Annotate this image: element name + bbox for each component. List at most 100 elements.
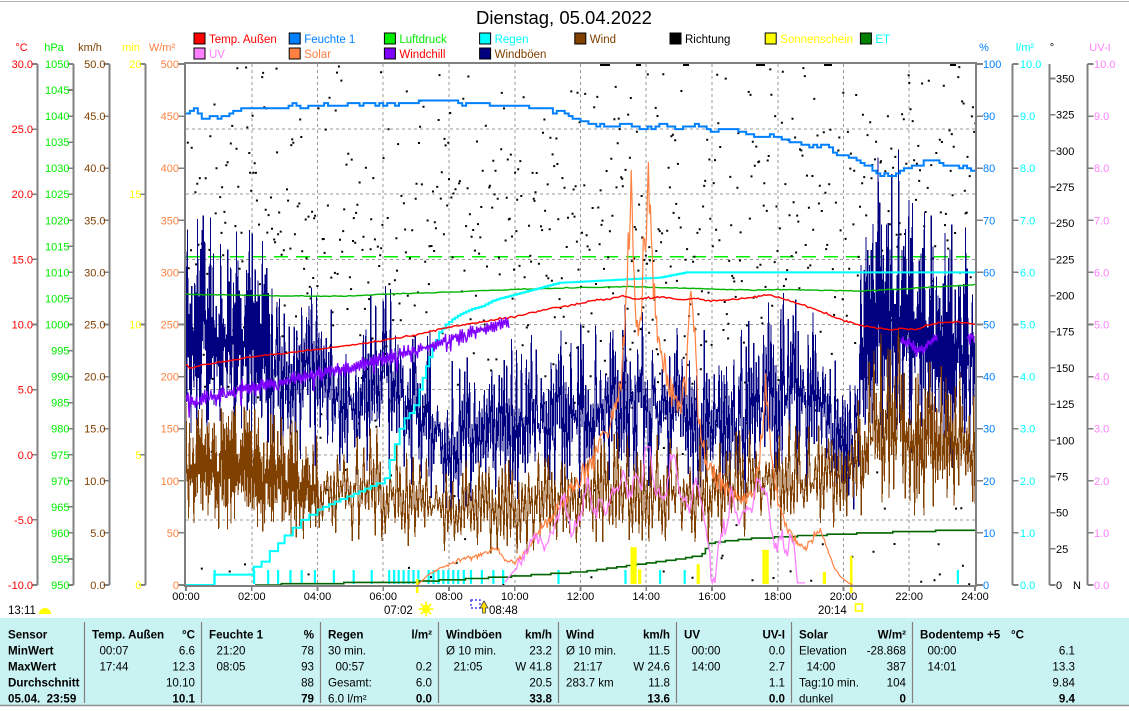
svg-text:Dienstag, 05.04.2022: Dienstag, 05.04.2022 — [476, 7, 652, 28]
svg-text:Solar: Solar — [304, 49, 331, 61]
svg-text:79: 79 — [301, 693, 314, 706]
svg-text:30.0: 30.0 — [12, 59, 33, 71]
svg-text:300: 300 — [161, 267, 179, 279]
svg-text:13.6: 13.6 — [647, 693, 670, 706]
svg-text:1000: 1000 — [45, 320, 69, 332]
svg-text:20: 20 — [983, 476, 995, 488]
svg-text:Elevation: Elevation — [799, 645, 847, 658]
svg-text:985: 985 — [51, 398, 69, 410]
svg-text:km/h: km/h — [525, 629, 552, 642]
svg-text:0.0: 0.0 — [769, 645, 785, 658]
svg-text:min: min — [122, 42, 140, 54]
svg-text:Ø 10 min.: Ø 10 min. — [566, 645, 616, 658]
svg-text:0: 0 — [135, 580, 141, 592]
svg-text:N: N — [1073, 580, 1081, 592]
svg-text:10.0: 10.0 — [1094, 59, 1115, 71]
svg-text:02:00: 02:00 — [238, 591, 266, 603]
svg-text:100: 100 — [161, 476, 179, 488]
svg-text:450: 450 — [161, 111, 179, 123]
svg-text:l/m²: l/m² — [411, 629, 432, 642]
svg-text:17:44: 17:44 — [99, 661, 129, 674]
svg-text:10.0: 10.0 — [1020, 59, 1041, 71]
svg-text:Bodentemp +5: Bodentemp +5 — [920, 629, 1001, 642]
svg-text:10.10: 10.10 — [166, 677, 195, 690]
svg-text:5: 5 — [135, 450, 141, 462]
svg-text:15: 15 — [129, 189, 141, 201]
svg-text:UV: UV — [684, 629, 700, 642]
svg-text:3.0: 3.0 — [1020, 424, 1035, 436]
svg-text:5.0: 5.0 — [1020, 320, 1035, 332]
svg-text:km/h: km/h — [643, 629, 670, 642]
svg-text:Windchill: Windchill — [399, 49, 445, 61]
svg-text:1020: 1020 — [45, 215, 69, 227]
svg-text:955: 955 — [51, 554, 69, 566]
svg-text:0.0: 0.0 — [18, 450, 33, 462]
svg-text:2.0: 2.0 — [1020, 476, 1035, 488]
svg-text:10: 10 — [129, 320, 141, 332]
svg-text:13:11: 13:11 — [8, 605, 36, 617]
svg-text:Durchschnitt: Durchschnitt — [8, 677, 80, 690]
svg-text:20:14: 20:14 — [818, 605, 847, 617]
svg-text:0.2: 0.2 — [416, 661, 432, 674]
svg-text:08:48: 08:48 — [489, 605, 518, 617]
svg-text:Temp. Außen: Temp. Außen — [92, 629, 164, 642]
svg-text:06:00: 06:00 — [369, 591, 397, 603]
svg-text:1025: 1025 — [45, 189, 69, 201]
svg-text:00:07: 00:07 — [99, 645, 128, 658]
svg-text:93: 93 — [301, 661, 314, 674]
svg-text:50: 50 — [167, 528, 179, 540]
svg-text:10.0: 10.0 — [12, 320, 33, 332]
svg-text:5.0: 5.0 — [18, 385, 33, 397]
svg-text:980: 980 — [51, 424, 69, 436]
svg-text:16:00: 16:00 — [698, 591, 726, 603]
svg-text:12.3: 12.3 — [172, 661, 195, 674]
svg-text:dunkel: dunkel — [799, 693, 833, 706]
svg-text:°C: °C — [182, 629, 196, 642]
svg-text:Wind: Wind — [590, 34, 616, 46]
svg-text:175: 175 — [1056, 327, 1074, 339]
svg-text:75: 75 — [1056, 472, 1068, 484]
svg-text:40: 40 — [983, 372, 995, 384]
svg-text:UV-I: UV-I — [762, 629, 785, 642]
svg-text:W/m²: W/m² — [149, 42, 176, 54]
svg-text:500: 500 — [161, 59, 179, 71]
svg-text:975: 975 — [51, 450, 69, 462]
svg-text:%: % — [304, 629, 314, 642]
svg-text:°C: °C — [1011, 629, 1025, 642]
svg-text:1035: 1035 — [45, 137, 69, 149]
svg-text:45.0: 45.0 — [84, 111, 105, 123]
svg-text:9.0: 9.0 — [1094, 111, 1109, 123]
svg-text:30: 30 — [983, 424, 995, 436]
svg-text:10.0: 10.0 — [84, 476, 105, 488]
svg-text:Wind: Wind — [566, 629, 594, 642]
svg-text:°: ° — [1050, 42, 1054, 54]
svg-text:7.0: 7.0 — [1020, 215, 1035, 227]
svg-text:35.0: 35.0 — [84, 215, 105, 227]
svg-text:Solar: Solar — [799, 629, 828, 642]
svg-text:275: 275 — [1056, 182, 1074, 194]
svg-text:100: 100 — [983, 59, 1001, 71]
svg-text:78: 78 — [301, 645, 314, 658]
svg-text:25.0: 25.0 — [12, 124, 33, 136]
svg-text:Windböen: Windböen — [495, 49, 547, 61]
svg-text:950: 950 — [51, 580, 69, 592]
svg-text:6.0: 6.0 — [1094, 267, 1109, 279]
svg-text:50.0: 50.0 — [84, 59, 105, 71]
svg-text:5.0: 5.0 — [1094, 320, 1109, 332]
svg-text:UV: UV — [209, 49, 225, 61]
svg-text:Gesamt:: Gesamt: — [328, 677, 372, 690]
svg-text:Temp. Außen: Temp. Außen — [209, 34, 277, 46]
svg-text:20: 20 — [129, 59, 141, 71]
svg-text:0: 0 — [983, 580, 989, 592]
svg-text:km/h: km/h — [78, 42, 102, 54]
svg-text:MinWert: MinWert — [8, 645, 54, 658]
svg-text:Feuchte 1: Feuchte 1 — [209, 629, 264, 642]
svg-text:08:05: 08:05 — [216, 661, 245, 674]
svg-text:00:00: 00:00 — [172, 591, 200, 603]
svg-text:-10.0: -10.0 — [8, 580, 33, 592]
svg-text:4.0: 4.0 — [1094, 372, 1109, 384]
svg-text:80: 80 — [983, 163, 995, 175]
svg-text:1005: 1005 — [45, 293, 69, 305]
svg-text:1.0: 1.0 — [1094, 528, 1109, 540]
svg-text:283.7 km: 283.7 km — [566, 677, 614, 690]
